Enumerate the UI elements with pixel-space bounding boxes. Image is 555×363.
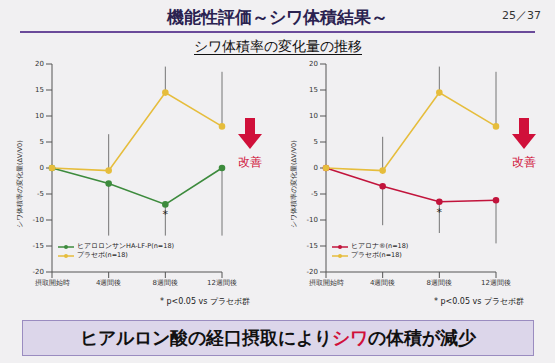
html-text:25／37: 25／37: [502, 9, 541, 22]
svg-text:4週間後: 4週間後: [370, 279, 395, 287]
html-text:改善: 改善: [238, 155, 262, 169]
svg-text:-10: -10: [307, 216, 318, 224]
svg-text:8週間後: 8週間後: [427, 279, 452, 287]
svg-text:12週間後: 12週間後: [481, 279, 511, 287]
html-text:プラセボ(n=18): プラセボ(n=18): [351, 251, 402, 259]
svg-text:20: 20: [35, 60, 44, 68]
svg-text:8週間後: 8週間後: [153, 279, 178, 287]
svg-text:-5: -5: [37, 190, 44, 198]
svg-text:20: 20: [309, 60, 318, 68]
html-text:ヒアルロン酸の経口摂取によりシワの体積が減少: ヒアルロン酸の経口摂取によりシワの体積が減少: [80, 327, 476, 348]
svg-text:-15: -15: [33, 242, 44, 250]
svg-text:-10: -10: [33, 216, 44, 224]
html-text:* p<0.05 vs プラセボ群: * p<0.05 vs プラセボ群: [433, 297, 524, 306]
svg-text:*: *: [163, 208, 169, 221]
html-text:* p<0.05 vs プラセボ群: * p<0.05 vs プラセボ群: [159, 297, 250, 306]
svg-text:-20: -20: [307, 268, 318, 276]
html-text:プラセボ(n=18): プラセボ(n=18): [77, 251, 128, 259]
svg-text:*: *: [437, 206, 443, 219]
html-text:ヒアロロンサンHA-LF-P(n=18): ヒアロロンサンHA-LF-P(n=18): [77, 242, 175, 250]
svg-text:5: 5: [314, 138, 318, 146]
svg-text:10: 10: [35, 112, 44, 120]
svg-text:15: 15: [309, 86, 318, 94]
svg-text:12週間後: 12週間後: [207, 279, 237, 287]
svg-text:15: 15: [35, 86, 44, 94]
svg-text:4週間後: 4週間後: [96, 279, 121, 287]
svg-text:5: 5: [40, 138, 44, 146]
svg-text:0: 0: [314, 164, 318, 172]
svg-text:摂取開始時: 摂取開始時: [309, 279, 344, 287]
svg-text:シワ体積率の変化量(ΔV/V0): シワ体積率の変化量(ΔV/V0): [290, 140, 298, 228]
html-text:シワ体積率の変化量の推移: シワ体積率の変化量の推移: [193, 38, 362, 54]
svg-text:摂取開始時: 摂取開始時: [35, 279, 70, 287]
html-text:ヒアロナ®(n=18): ヒアロナ®(n=18): [351, 242, 409, 250]
svg-text:シワ体積率の変化量(ΔV/V0): シワ体積率の変化量(ΔV/V0): [16, 140, 24, 228]
html-text:機能性評価～シワ体積結果～: 機能性評価～シワ体積結果～: [167, 7, 388, 27]
svg-text:-15: -15: [307, 242, 318, 250]
svg-text:10: 10: [309, 112, 318, 120]
svg-text:0: 0: [40, 164, 44, 172]
html-text:改善: 改善: [512, 155, 536, 169]
svg-text:-5: -5: [311, 190, 318, 198]
svg-text:-20: -20: [33, 268, 44, 276]
